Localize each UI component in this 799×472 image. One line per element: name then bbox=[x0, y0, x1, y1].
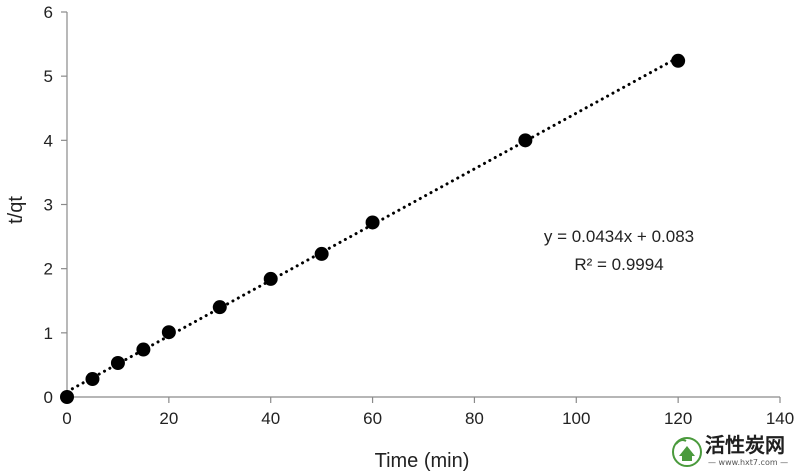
data-point bbox=[161, 325, 176, 340]
leaf-house-logo-icon bbox=[672, 437, 702, 467]
data-point bbox=[136, 342, 151, 357]
data-point bbox=[365, 215, 380, 230]
watermark-url: — www.hxt7.com — bbox=[708, 458, 788, 467]
x-tick-label: 80 bbox=[465, 409, 484, 428]
data-point bbox=[212, 300, 227, 315]
x-tick-label: 20 bbox=[159, 409, 178, 428]
data-point bbox=[518, 133, 533, 148]
data-point bbox=[314, 246, 329, 261]
x-tick-label: 60 bbox=[363, 409, 382, 428]
x-tick-label: 0 bbox=[62, 409, 71, 428]
data-point bbox=[85, 372, 100, 387]
x-tick-label: 120 bbox=[664, 409, 692, 428]
y-tick-label: 0 bbox=[44, 388, 53, 407]
trendline-equation: y = 0.0434x + 0.083 bbox=[544, 227, 694, 246]
x-tick-label: 140 bbox=[766, 409, 794, 428]
y-tick-label: 5 bbox=[44, 67, 53, 86]
data-points bbox=[60, 53, 686, 404]
y-axis-title: t/qt bbox=[5, 196, 27, 224]
y-tick-label: 6 bbox=[44, 3, 53, 22]
trendline-r-squared: R² = 0.9994 bbox=[574, 255, 663, 274]
data-point bbox=[671, 53, 686, 68]
watermark-text: 活性炭网 bbox=[705, 433, 785, 457]
data-point bbox=[110, 355, 125, 370]
y-tick-label: 3 bbox=[44, 196, 53, 215]
x-tick-label: 40 bbox=[261, 409, 280, 428]
x-axis-title: Time (min) bbox=[375, 450, 470, 472]
y-tick-label: 2 bbox=[44, 260, 53, 279]
y-tick-label: 1 bbox=[44, 324, 53, 343]
x-tick-label: 100 bbox=[562, 409, 590, 428]
watermark: 活性炭网 — www.hxt7.com — bbox=[672, 433, 788, 467]
y-tick-label: 4 bbox=[44, 131, 53, 150]
data-point bbox=[60, 390, 74, 404]
data-point bbox=[263, 271, 278, 286]
